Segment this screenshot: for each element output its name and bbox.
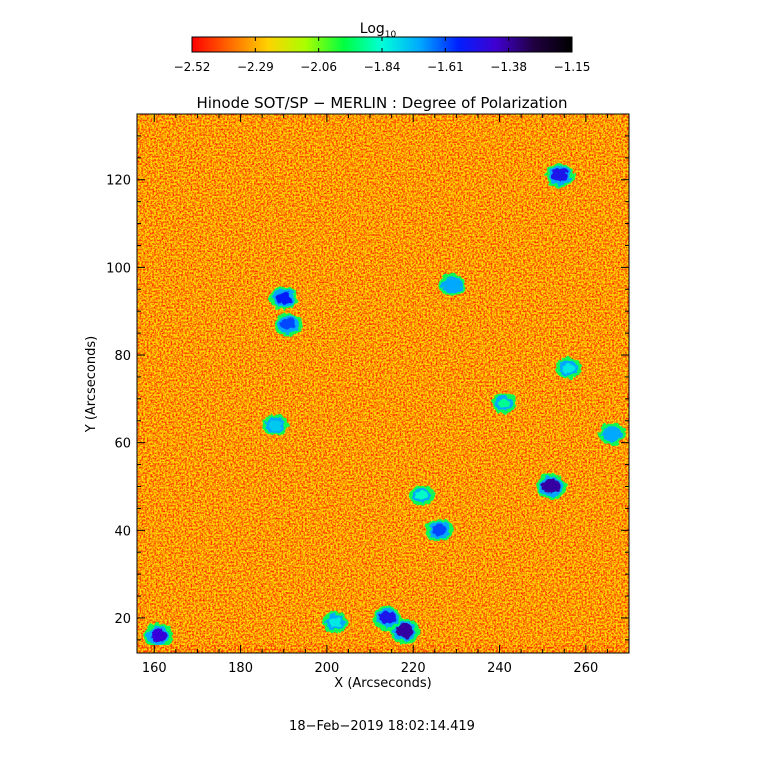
feature-core (150, 629, 168, 642)
y-tick-label: 60 (114, 437, 131, 452)
feature-core (444, 279, 460, 291)
chart-title: Hinode SOT/SP − MERLIN : Degree of Polar… (196, 94, 567, 112)
feature-core (328, 617, 343, 628)
x-tick-label: 220 (401, 661, 426, 676)
colorbar-tick-label: −2.06 (300, 60, 337, 74)
feature-core (551, 169, 569, 182)
colorbar-label-subscript: 10 (385, 30, 397, 40)
feature-core (379, 611, 396, 625)
x-tick-label: 240 (487, 661, 512, 676)
y-tick-label: 40 (114, 524, 131, 539)
colorbar-tick-label: −2.29 (237, 60, 274, 74)
x-tick-label: 260 (573, 661, 598, 676)
y-axis: 20 40 60 80 100 120 (106, 113, 629, 641)
feature-core (604, 428, 619, 440)
x-tick-label: 180 (228, 661, 253, 676)
colorbar-tick-label: −1.84 (364, 60, 401, 74)
feature-core (275, 292, 292, 305)
colorbar-label-base: Log (360, 21, 385, 37)
plot-frame (136, 113, 630, 654)
y-tick-label: 20 (114, 612, 131, 627)
y-axis-label: Y (Arcseconds) (84, 336, 99, 433)
colorbar-tick-label: −2.52 (174, 60, 211, 74)
colorbar-tick-label: −1.38 (490, 60, 527, 74)
bottom-strip-noise (137, 645, 629, 653)
y-tick-label: 120 (106, 174, 131, 189)
plot-image (137, 114, 629, 653)
y-tick-label: 80 (114, 349, 131, 364)
colorbar-label: Log10 (360, 21, 397, 40)
feature-core (268, 420, 283, 431)
colorbar-tick-label: −1.61 (427, 60, 464, 74)
feature-core (497, 399, 511, 408)
x-tick-label: 160 (142, 661, 167, 676)
feature-core (561, 363, 576, 373)
feature-core (395, 624, 414, 638)
x-axis-label: X (Arcseconds) (334, 676, 431, 691)
colorbar: Log10 −2.52 −2.29 −2.06 −1.84 −1.61 −1.38 −1.1… (174, 21, 591, 74)
y-tick-label: 100 (106, 261, 131, 276)
timestamp: 18−Feb−2019 18:02:14.419 (289, 719, 475, 734)
feature-core (415, 490, 429, 500)
feature-core (280, 318, 296, 331)
noise-yellow-layer (137, 114, 629, 653)
x-tick-label: 200 (314, 661, 339, 676)
feature-core (431, 524, 447, 537)
colorbar-tick-label: −1.15 (554, 60, 591, 74)
feature-core (542, 479, 561, 494)
x-axis: 160 180 200 220 240 260 (142, 114, 608, 676)
